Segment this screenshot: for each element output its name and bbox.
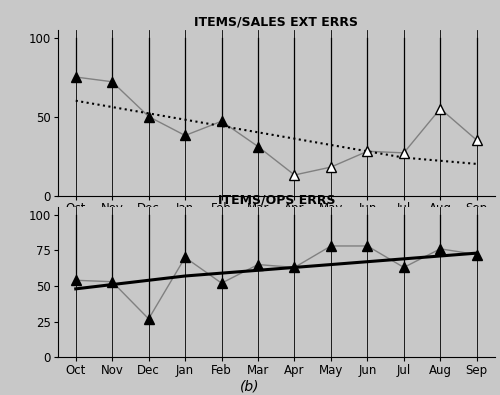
Title: ITEMS/SALES EXT ERRS: ITEMS/SALES EXT ERRS: [194, 15, 358, 28]
Title: ITEMS/OPS ERRS: ITEMS/OPS ERRS: [218, 193, 335, 206]
Text: (b): (b): [240, 379, 260, 393]
